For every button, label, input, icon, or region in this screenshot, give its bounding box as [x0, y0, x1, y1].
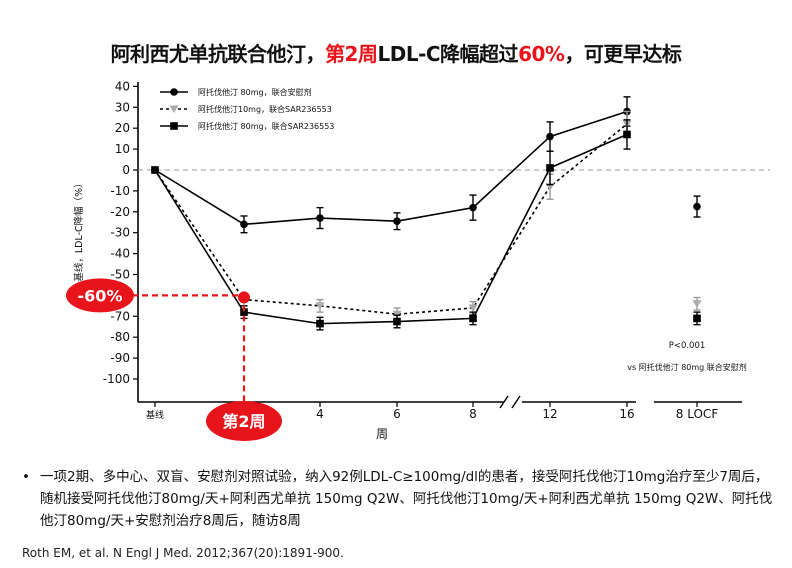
percent-badge — [66, 278, 134, 313]
y-tick-label: 10 — [115, 142, 130, 156]
data-point-series-1 — [316, 214, 324, 222]
y-tick-label: -90 — [110, 351, 130, 365]
data-point-series-1 — [546, 132, 554, 141]
title-highlight-percent: 60% — [518, 42, 565, 66]
y-tick-label: 30 — [115, 100, 130, 114]
y-tick-label: 40 — [115, 79, 130, 93]
data-point-series-3 — [151, 166, 159, 174]
y-axis-label: 基线，LDL-C降幅（%） — [73, 178, 85, 281]
y-tick-label: -40 — [110, 247, 130, 261]
data-point-series-1 — [240, 220, 248, 229]
page-title: 阿利西尤单抗联合他汀，第2周LDL-C降幅超过60%，可更早达标 — [0, 38, 792, 67]
locf-point-series-1 — [693, 202, 701, 211]
legend-marker — [170, 122, 178, 130]
data-point-series-2 — [315, 302, 325, 310]
legend-label: 阿托伐他汀 80mg，联合安慰剂 — [198, 87, 312, 97]
study-description-text: 一项2期、多中心、双盲、安慰剂对照试验，纳入92例LDL-C≥100mg/dl的… — [40, 469, 773, 529]
y-tick-label: -50 — [110, 268, 130, 282]
data-point-series-3 — [546, 164, 554, 172]
y-tick-label: -20 — [110, 205, 130, 219]
study-description: • 一项2期、多中心、双盲、安慰剂对照试验，纳入92例LDL-C≥100mg/d… — [22, 466, 774, 532]
title-part2: LDL-C降幅超过 — [377, 42, 519, 66]
title-part1: 阿利西尤单抗联合他汀， — [110, 42, 326, 66]
x-tick-label: 4 — [316, 407, 324, 421]
data-point-series-3 — [316, 319, 324, 328]
p-value-label: P<0.001 — [669, 341, 706, 351]
data-point-series-2 — [468, 304, 478, 312]
data-point-series-3 — [623, 130, 631, 139]
title-part3: ，可更早达标 — [564, 42, 682, 66]
series-line-2 — [154, 123, 628, 316]
p-value-comparison-label: vs 阿托伐他汀 80mg 联合安慰剂 — [627, 362, 747, 372]
x-tick-label: 6 — [393, 407, 401, 421]
highlight-point — [238, 291, 250, 304]
y-tick-label: -70 — [110, 309, 130, 323]
bullet-icon: • — [22, 469, 30, 485]
legend-label: 阿托伐他汀10mg，联合SAR236553 — [198, 104, 332, 114]
ldl-change-chart: 403020100-10-20-30-40-50-60-70-80-90-100… — [66, 79, 770, 441]
legend-marker — [169, 105, 179, 113]
axis-break-mark — [511, 395, 521, 409]
axis-break-mark — [499, 395, 509, 409]
y-tick-label: -10 — [110, 184, 130, 198]
x-tick-label: 基线 — [146, 409, 164, 421]
locf-point-series-2 — [692, 300, 702, 308]
data-point-series-2 — [392, 310, 402, 319]
x-axis-label: 周 — [376, 427, 388, 441]
data-point-series-3 — [393, 317, 401, 326]
data-point-series-3 — [240, 308, 248, 316]
y-tick-label: -30 — [110, 226, 130, 240]
x-tick-label: 8 LOCF — [676, 407, 719, 421]
citation: Roth EM, et al. N Engl J Med. 2012;367(2… — [22, 546, 344, 560]
y-tick-label: -100 — [103, 372, 130, 386]
title-highlight-week: 第2周 — [325, 42, 378, 66]
x-tick-label: 16 — [619, 407, 634, 421]
legend-marker — [170, 88, 178, 96]
x-tick-label: 8 — [469, 407, 477, 421]
locf-point-series-3 — [693, 314, 701, 323]
x-tick-label: 12 — [542, 407, 557, 421]
y-tick-label: -80 — [110, 330, 130, 344]
y-tick-label: 0 — [122, 163, 130, 177]
week-badge — [206, 401, 282, 441]
data-point-series-1 — [393, 217, 401, 226]
percent-badge-label: -60% — [78, 286, 123, 305]
data-point-series-1 — [469, 203, 477, 212]
week-badge-label: 第2周 — [222, 412, 265, 431]
y-tick-label: 20 — [115, 121, 130, 135]
data-point-series-3 — [469, 314, 477, 323]
legend-label: 阿托伐他汀 80mg，联合SAR236553 — [198, 121, 334, 131]
